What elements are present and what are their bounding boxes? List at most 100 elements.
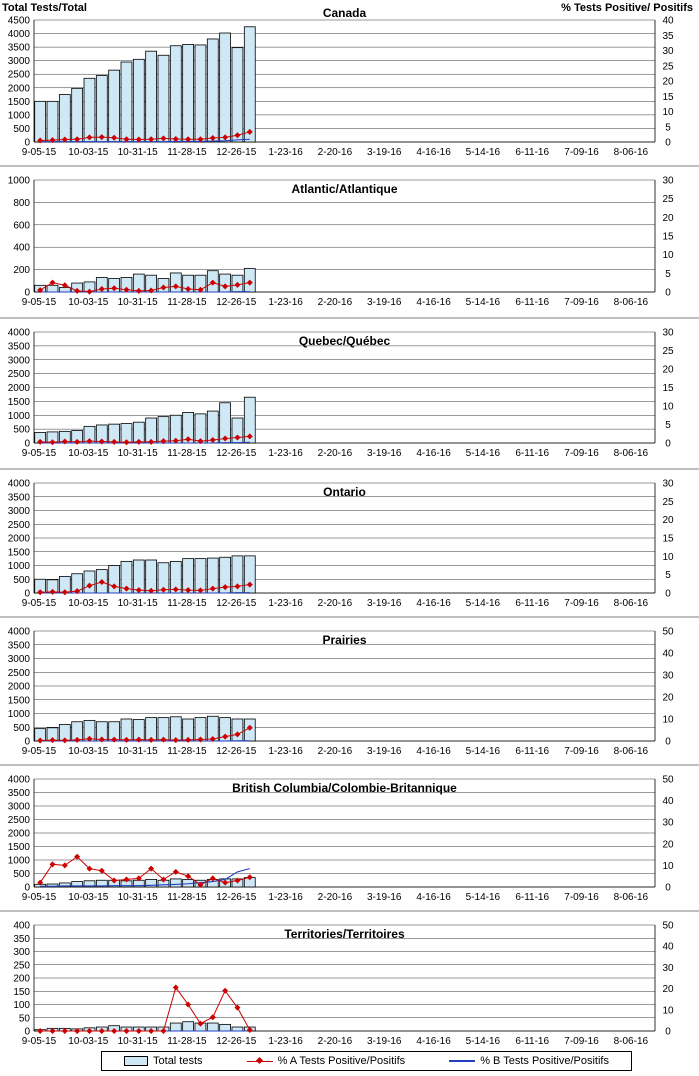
bar-total-tests (231, 718, 244, 742)
y2-tick-label: 50 (662, 775, 674, 786)
bar-total-tests (169, 1022, 182, 1032)
y2-tick-label: 0 (665, 1027, 671, 1038)
series-a-marker (234, 281, 241, 288)
series-a-marker (234, 877, 241, 884)
y-tick-label: 400 (13, 921, 30, 932)
x-tick-label: 12-26-15 (216, 297, 256, 308)
y2-tick-label: 0 (665, 883, 671, 894)
x-tick-label: 10-31-15 (118, 297, 158, 308)
series-a-marker (185, 286, 192, 293)
left-axis-title: Total Tests/Total (2, 2, 87, 14)
series-a-marker (172, 737, 179, 744)
series-a-marker (209, 585, 216, 592)
series-a-marker (197, 438, 204, 445)
x-tick-label: 10-31-15 (118, 598, 158, 609)
x-tick-label: 7-09-16 (564, 448, 599, 459)
series-a-marker (172, 984, 179, 991)
y-tick-label: 800 (13, 198, 30, 209)
legend-item-pct-b: % B Tests Positive/Positifs (449, 1055, 609, 1067)
bar-total-tests (58, 882, 71, 888)
x-tick-label: 9-05-15 (22, 598, 57, 609)
bar-total-tests (194, 44, 207, 143)
series-a-marker (148, 438, 155, 445)
bar-total-tests (71, 87, 84, 143)
y2-tick-label: 5 (665, 122, 671, 133)
y-tick-label: 2500 (8, 520, 31, 531)
y-tick-label: 3500 (8, 43, 31, 54)
series-a-marker (123, 1028, 130, 1034)
x-tick-label: 7-09-16 (564, 598, 599, 609)
series-a-marker (37, 137, 44, 144)
series-a-marker (209, 736, 216, 743)
series-a-marker (246, 279, 253, 286)
y2-tick-label: 30 (662, 328, 674, 339)
y2-tick-label: 30 (662, 176, 674, 187)
series-a-marker (49, 137, 56, 144)
x-tick-label: 6-11-16 (515, 598, 549, 609)
y2-tick-label: 5 (665, 269, 671, 280)
bar-total-tests (46, 883, 59, 888)
series-a-marker (148, 736, 155, 743)
series-a-marker (234, 1004, 241, 1011)
x-tick-label: 11-28-15 (167, 598, 207, 609)
y-tick-label: 0 (24, 589, 30, 600)
series-a-marker (135, 1028, 142, 1034)
bar-total-tests (206, 1022, 219, 1032)
x-tick-label: 7-09-16 (564, 147, 599, 158)
chart-panel-6: 0 500 1000 1500 2000 2500 3000 3500 4000 0 10 20 30 4… (0, 764, 699, 903)
x-tick-label: 8-06-16 (614, 746, 649, 757)
x-tick-label: 2-20-16 (318, 1036, 353, 1047)
series-a-marker (172, 135, 179, 142)
series-a-marker (172, 283, 179, 290)
y2-tick-label: 25 (662, 61, 674, 72)
y-tick-label: 100 (13, 1000, 30, 1011)
y2-tick-label: 0 (665, 288, 671, 299)
x-tick-label: 5-14-16 (466, 746, 501, 757)
series-a-marker (61, 862, 68, 869)
x-tick-label: 10-03-15 (68, 297, 108, 308)
chart-title: Ontario (323, 485, 366, 499)
series-a-marker (185, 1001, 192, 1008)
y2-tick-label: 25 (662, 497, 674, 508)
bar-total-tests (206, 38, 219, 143)
x-tick-label: 10-03-15 (68, 147, 108, 158)
x-tick-label: 11-28-15 (167, 448, 207, 459)
y-tick-label: 3000 (8, 355, 31, 366)
series-a-marker (222, 435, 229, 442)
y-tick-label: 4000 (8, 775, 31, 786)
series-a-marker (172, 868, 179, 875)
series-a-marker (49, 588, 56, 595)
x-tick-label: 8-06-16 (614, 297, 649, 308)
x-tick-label: 11-28-15 (167, 1036, 207, 1047)
chart-title: British Columbia/Colombie-Britannique (232, 781, 457, 795)
y-tick-label: 3000 (8, 654, 31, 665)
x-tick-label: 1-23-16 (268, 598, 303, 609)
series-b-line (40, 138, 250, 143)
y2-tick-label: 20 (662, 77, 674, 88)
y-tick-label: 2500 (8, 815, 31, 826)
series-a-marker (49, 279, 56, 286)
y-tick-label: 1000 (8, 110, 31, 121)
series-a-marker (98, 134, 105, 141)
series-a-marker (172, 586, 179, 593)
y2-tick-label: 10 (662, 107, 674, 118)
x-tick-label: 8-06-16 (614, 448, 649, 459)
y2-tick-label: 20 (662, 839, 674, 850)
legend-label-pct-b: % B Tests Positive/Positifs (480, 1055, 609, 1067)
series-a-marker (209, 279, 216, 286)
y2-tick-label: 0 (665, 737, 671, 748)
y2-tick-label: 35 (662, 31, 674, 42)
x-tick-label: 6-11-16 (515, 147, 549, 158)
y2-tick-label: 20 (662, 213, 674, 224)
series-a-marker (197, 587, 204, 594)
y-tick-label: 1500 (8, 842, 31, 853)
bar-total-tests (231, 1026, 244, 1032)
y-tick-label: 3500 (8, 492, 31, 503)
x-tick-label: 10-31-15 (118, 892, 158, 903)
series-a-marker (74, 136, 81, 143)
series-a-marker (49, 1028, 56, 1034)
y2-tick-label: 15 (662, 383, 674, 394)
x-tick-label: 12-26-15 (216, 147, 256, 158)
x-tick-label: 1-23-16 (268, 147, 303, 158)
series-a-marker (246, 724, 253, 731)
